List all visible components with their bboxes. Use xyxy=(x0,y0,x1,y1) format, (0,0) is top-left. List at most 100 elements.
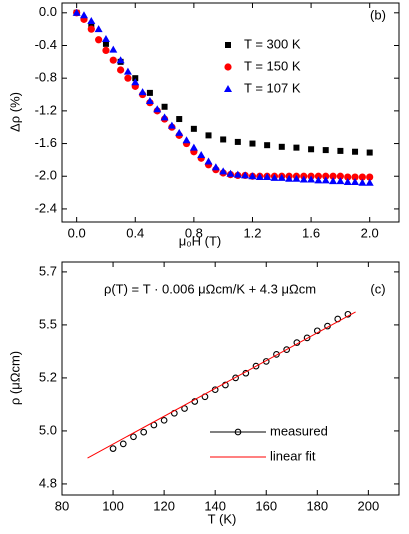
plot-area xyxy=(72,8,374,186)
x-tick-label: 80 xyxy=(55,498,69,513)
triangle-marker xyxy=(211,163,220,171)
triangle-marker xyxy=(365,178,374,186)
triangle-marker xyxy=(116,56,125,64)
circle-marker xyxy=(262,358,270,365)
triangle-marker xyxy=(292,174,301,182)
y-tick-label: 4.8 xyxy=(39,475,57,490)
triangle-marker xyxy=(336,177,345,185)
y-tick-label: -0.4 xyxy=(35,37,57,52)
plot-frame xyxy=(61,2,400,223)
triangle-marker xyxy=(123,67,132,75)
square-marker xyxy=(322,147,329,154)
circle-marker xyxy=(117,66,125,74)
square-marker xyxy=(205,132,212,139)
triangle-marker xyxy=(189,143,198,151)
circle-marker xyxy=(109,56,117,64)
x-tick-label: 1.2 xyxy=(243,225,261,240)
circle-marker xyxy=(95,36,103,44)
legend-label: T = 107 K xyxy=(244,80,301,95)
y-axis-label: Δρ (%) xyxy=(7,92,22,132)
square-marker xyxy=(293,144,300,151)
square-marker xyxy=(278,143,285,150)
x-tick-label: 2.0 xyxy=(361,225,379,240)
square-marker xyxy=(132,75,139,82)
x-tick-label: 120 xyxy=(153,498,175,513)
square-marker xyxy=(220,136,227,143)
legend-label: T = 300 K xyxy=(244,36,301,51)
triangle-marker xyxy=(358,178,367,186)
y-tick-label: 5.2 xyxy=(39,369,57,384)
circle-marker xyxy=(283,346,291,353)
y-tick-label: -0.8 xyxy=(35,70,57,85)
x-tick-label: 0.4 xyxy=(126,225,144,240)
y-tick-label: -2.4 xyxy=(35,200,57,215)
circle-marker xyxy=(130,433,137,441)
square-marker xyxy=(146,89,153,96)
circle-marker xyxy=(351,173,359,181)
triangle-marker xyxy=(197,150,206,158)
triangle-marker xyxy=(299,175,308,183)
x-axis-label: μ₀H (T) xyxy=(179,233,222,248)
triangle-marker xyxy=(343,177,352,185)
y-tick-label: 5.7 xyxy=(39,263,57,278)
circle-marker xyxy=(252,362,260,370)
legend-label: T = 150 K xyxy=(244,58,301,73)
triangle-marker xyxy=(131,78,140,86)
y-tick-label: -1.6 xyxy=(35,135,57,150)
square-marker xyxy=(225,42,231,48)
y-tick-label: -2.0 xyxy=(35,168,57,183)
triangle-marker xyxy=(153,105,162,113)
triangle-marker xyxy=(101,34,110,42)
square-marker xyxy=(102,40,109,47)
circle-marker xyxy=(160,416,168,424)
circle-marker xyxy=(181,405,188,412)
circle-marker xyxy=(344,173,352,181)
triangle-marker xyxy=(329,177,338,185)
triangle-marker xyxy=(233,170,242,178)
triangle-marker xyxy=(224,85,232,92)
square-marker xyxy=(161,103,168,110)
x-tick-label: 0.8 xyxy=(185,225,203,240)
triangle-marker xyxy=(138,88,147,96)
plot-area xyxy=(87,310,356,459)
y-tick-label: 5.0 xyxy=(39,422,57,437)
square-marker xyxy=(337,147,344,154)
square-marker xyxy=(352,148,359,155)
triangle-marker xyxy=(285,174,294,182)
circle-marker xyxy=(336,172,344,180)
square-marker xyxy=(366,149,373,156)
y-tick-label: 5.5 xyxy=(39,316,57,331)
y-tick-label: -1.2 xyxy=(35,102,57,117)
x-tick-label: 160 xyxy=(255,498,277,513)
circle-marker xyxy=(109,445,117,452)
panel-label: (b) xyxy=(370,7,386,22)
triangle-marker xyxy=(351,177,360,185)
circle-marker xyxy=(87,25,95,33)
triangle-marker xyxy=(248,172,257,180)
x-tick-label: 100 xyxy=(102,498,124,513)
square-marker xyxy=(264,142,271,149)
triangle-marker xyxy=(226,169,235,177)
x-axis-label: T (K) xyxy=(208,511,237,526)
triangle-marker xyxy=(270,173,279,181)
y-tick-label: 0.0 xyxy=(39,4,57,19)
triangle-marker xyxy=(94,25,103,33)
triangle-marker xyxy=(307,175,316,183)
triangle-marker xyxy=(87,16,96,24)
circle-marker xyxy=(140,428,148,436)
square-marker xyxy=(190,125,197,132)
x-tick-label: 140 xyxy=(204,498,226,513)
annotation: ρ(T) = T · 0.006 μΩcm/K + 4.3 μΩcm xyxy=(104,281,316,296)
triangle-marker xyxy=(255,173,264,181)
triangle-marker xyxy=(204,157,213,165)
triangle-marker xyxy=(263,173,272,181)
circle-marker xyxy=(314,172,323,180)
x-tick-label: 0.0 xyxy=(68,225,86,240)
circle-marker xyxy=(303,334,311,342)
circle-marker xyxy=(366,173,374,181)
triangle-marker xyxy=(241,171,250,179)
triangle-marker xyxy=(219,167,228,175)
triangle-marker xyxy=(72,8,81,16)
triangle-marker xyxy=(277,173,286,181)
